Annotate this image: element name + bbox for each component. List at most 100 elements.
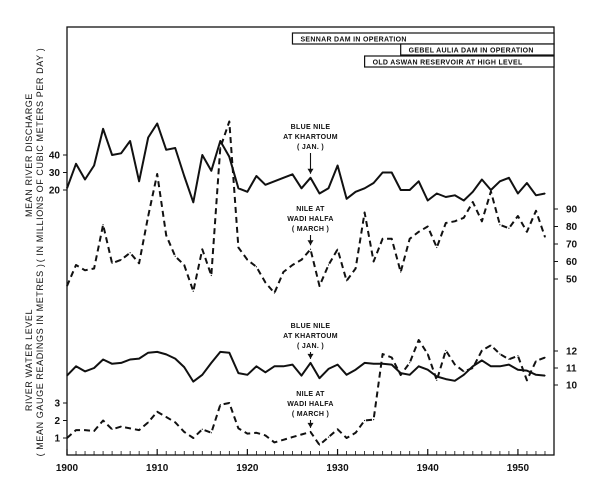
data-point — [327, 187, 330, 189]
data-point — [427, 369, 429, 371]
data-point — [463, 199, 465, 202]
data-point — [517, 355, 519, 357]
data-point — [102, 358, 104, 361]
left-y-tick-label: 1 — [54, 434, 60, 445]
data-point — [382, 353, 384, 355]
data-point — [382, 171, 384, 174]
data-point — [264, 371, 267, 373]
data-point — [481, 349, 483, 352]
data-point — [472, 191, 474, 193]
data-point — [183, 366, 185, 368]
data-point — [445, 349, 447, 352]
left-y-tick-label: 30 — [49, 168, 61, 179]
data-point — [111, 428, 113, 430]
data-point — [345, 198, 348, 200]
data-point — [364, 211, 366, 214]
data-point — [174, 147, 176, 149]
data-point — [409, 189, 411, 191]
data-point — [246, 259, 248, 261]
data-point — [472, 365, 474, 367]
data-point — [373, 363, 375, 365]
data-point — [354, 267, 357, 270]
data-point — [219, 140, 221, 142]
data-point — [147, 352, 149, 354]
data-point — [400, 189, 402, 191]
right-y-tick-label: 12 — [566, 347, 578, 358]
data-point — [472, 367, 474, 369]
data-point — [282, 439, 285, 441]
wadi-halfa-series-line — [66, 120, 546, 294]
data-point — [219, 147, 221, 149]
data-point — [327, 436, 330, 438]
x-tick-label: 1940 — [417, 463, 440, 474]
data-point — [282, 365, 285, 367]
data-point — [391, 171, 393, 174]
data-point — [147, 136, 149, 139]
data-point — [210, 170, 212, 172]
data-point — [147, 421, 149, 423]
data-point — [345, 280, 348, 282]
axes: 1900 1910 1920 1930 1940 1950 20 30 40 50 60 70 80 90… — [49, 151, 578, 475]
data-point — [93, 367, 95, 369]
left-y-tick-label: 3 — [54, 399, 60, 410]
data-point — [481, 178, 483, 181]
data-point — [517, 369, 519, 371]
series-annotation-line: ( JAN. ) — [297, 343, 324, 350]
annotation-arrow-head — [307, 240, 314, 246]
data-point — [418, 339, 420, 341]
y-axis-title: MEAN RIVER DISCHARGE — [24, 93, 34, 217]
data-point — [400, 271, 402, 273]
data-point — [183, 431, 185, 433]
y-axis-title: RIVER WATER LEVEL — [24, 309, 34, 411]
data-point — [436, 246, 438, 249]
data-point — [165, 234, 167, 236]
data-point — [219, 404, 221, 406]
data-point — [246, 191, 248, 193]
series-annotation-line: BLUE NILE — [291, 124, 331, 131]
data-point — [309, 431, 312, 433]
data-point — [246, 374, 248, 376]
data-point — [318, 192, 321, 195]
data-point — [463, 374, 465, 376]
right-y-tick-label: 11 — [566, 364, 577, 375]
x-tick-label: 1920 — [236, 463, 259, 474]
data-point — [120, 362, 122, 364]
data-point — [345, 437, 348, 439]
data-point — [409, 362, 411, 364]
data-point — [391, 364, 393, 366]
data-point — [84, 178, 86, 181]
data-point — [418, 365, 420, 367]
data-point — [201, 154, 203, 156]
data-point — [273, 180, 276, 182]
y-axis-labels: MEAN RIVER DISCHARGE( IN MILLIONS OF CUB… — [24, 48, 45, 457]
data-point — [454, 363, 456, 366]
data-point — [219, 351, 221, 353]
data-point — [373, 260, 375, 263]
data-point — [490, 189, 492, 191]
x-tick-label: 1950 — [507, 463, 530, 474]
data-point — [291, 264, 294, 266]
data-point — [409, 374, 411, 376]
data-point — [255, 175, 257, 177]
data-point — [418, 180, 420, 182]
data-point — [436, 379, 438, 381]
data-point — [228, 352, 230, 354]
operation-period-label: OLD ASWAN RESERVOIR AT HIGH LEVEL — [373, 60, 523, 67]
left-y-tick-label: 20 — [49, 186, 61, 197]
data-point — [282, 177, 285, 179]
data-point — [454, 220, 456, 222]
data-point — [373, 182, 375, 184]
data-point — [156, 173, 158, 175]
right-y-tick-label: 80 — [566, 222, 578, 233]
data-point — [174, 421, 176, 423]
data-point — [535, 210, 537, 212]
data-point — [364, 419, 366, 422]
data-point — [138, 429, 140, 431]
series-annotation-line: ( JAN. ) — [297, 144, 324, 151]
data-point — [165, 353, 167, 355]
data-point — [156, 351, 158, 353]
data-point — [427, 353, 429, 355]
data-point — [282, 271, 285, 273]
